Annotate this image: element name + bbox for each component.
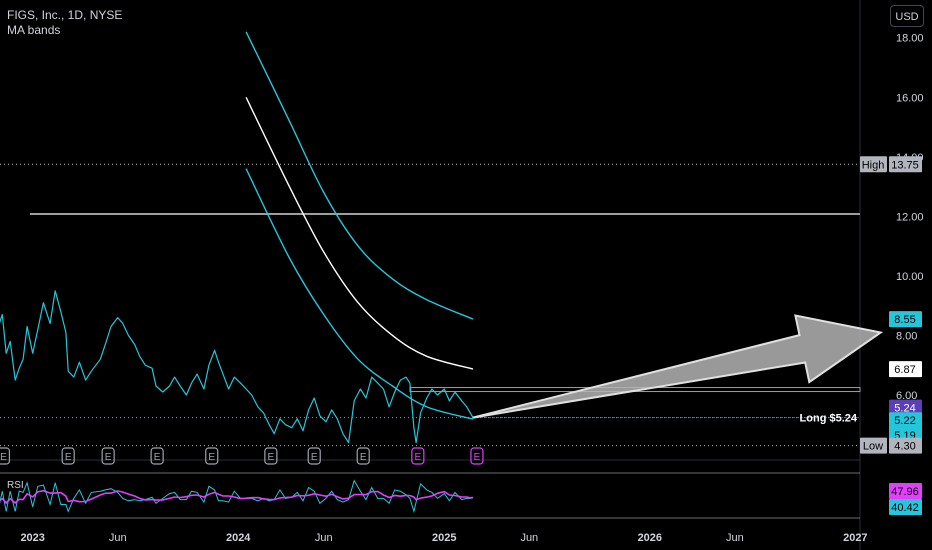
symbol-title[interactable]: FIGS, Inc., 1D, NYSE xyxy=(7,8,123,22)
svg-text:E: E xyxy=(474,452,481,463)
price-tag-bg xyxy=(860,156,887,173)
currency-button[interactable]: USD xyxy=(890,5,924,27)
price-tag-label: Low xyxy=(863,441,883,453)
x-tick-label: 2026 xyxy=(638,532,662,544)
price-label-bg xyxy=(889,412,922,429)
long-position-label: Long $5.24 xyxy=(800,413,858,425)
svg-text:E: E xyxy=(268,452,275,463)
svg-text:E: E xyxy=(0,452,7,463)
svg-text:E: E xyxy=(65,452,72,463)
price-tag-label: High xyxy=(862,159,885,171)
price-label-value: 8.55 xyxy=(894,314,915,326)
svg-text:E: E xyxy=(105,452,112,463)
ma-middle-band-line xyxy=(245,96,474,370)
x-tick-label: Jun xyxy=(315,532,333,544)
earnings-marker[interactable]: E xyxy=(205,447,219,465)
y-tick-label: 16.00 xyxy=(896,92,924,104)
rsi-value-label: 47.96 xyxy=(891,486,919,498)
price-label-bg xyxy=(889,399,922,416)
y-tick-label: 18.00 xyxy=(896,33,924,45)
x-tick-label: 2025 xyxy=(432,532,456,544)
x-tick-label: Jun xyxy=(726,532,744,544)
x-tick-label: 2027 xyxy=(843,532,867,544)
svg-text:E: E xyxy=(360,452,367,463)
chart-header: FIGS, Inc., 1D, NYSE MA bands xyxy=(7,8,122,38)
earnings-marker[interactable]: E xyxy=(307,447,321,465)
rsi-label: RSI xyxy=(7,480,24,491)
price-label-value: 13.75 xyxy=(891,159,919,171)
earnings-marker[interactable]: E xyxy=(150,447,164,465)
price-label-bg xyxy=(889,311,922,328)
x-tick-label: 2024 xyxy=(226,532,251,544)
y-tick-label: 6.00 xyxy=(896,390,917,402)
rsi-value-label: 40.42 xyxy=(891,502,919,514)
earnings-marker[interactable]: E xyxy=(264,447,278,465)
earnings-marker[interactable]: E xyxy=(470,447,484,465)
indicator-label[interactable]: MA bands xyxy=(7,23,61,37)
rsi-ma-line xyxy=(0,489,474,505)
x-tick-label: Jun xyxy=(109,532,127,544)
earnings-marker[interactable]: E xyxy=(0,447,11,465)
x-tick-label: Jun xyxy=(520,532,538,544)
svg-text:E: E xyxy=(154,452,161,463)
earnings-marker[interactable]: E xyxy=(101,447,115,465)
y-tick-label: 8.00 xyxy=(896,330,917,342)
price-series-line xyxy=(0,290,474,444)
svg-text:E: E xyxy=(208,452,215,463)
price-label-bg xyxy=(889,361,922,378)
rsi-value-bg xyxy=(889,483,922,499)
price-label-value: 4.30 xyxy=(894,441,915,453)
projection-arrow xyxy=(472,314,884,419)
price-label-bg xyxy=(889,156,922,173)
price-label-value: 6.87 xyxy=(894,364,915,376)
rsi-value-bg xyxy=(889,499,922,515)
ma-lower-band-line xyxy=(245,168,474,420)
y-tick-label: 10.00 xyxy=(896,271,924,283)
ma-upper-band-line xyxy=(245,31,474,320)
price-tag-bg xyxy=(860,437,887,454)
price-label-value: 5.24 xyxy=(894,403,915,415)
price-label-value: 5.22 xyxy=(894,415,915,427)
y-tick-label: 12.00 xyxy=(896,211,924,223)
earnings-marker[interactable]: E xyxy=(356,447,370,465)
rsi-line xyxy=(0,479,474,514)
earnings-marker[interactable]: E xyxy=(411,447,425,465)
price-label-bg xyxy=(889,437,922,454)
x-tick-label: 2023 xyxy=(20,532,44,544)
earnings-marker[interactable]: E xyxy=(61,447,75,465)
svg-text:E: E xyxy=(414,452,421,463)
svg-text:E: E xyxy=(311,452,318,463)
